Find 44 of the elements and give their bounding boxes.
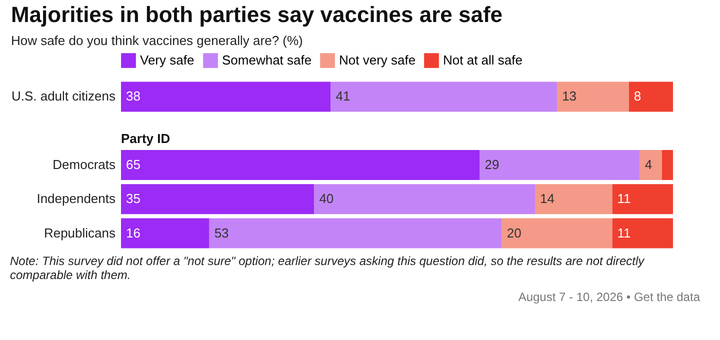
bar bbox=[209, 218, 502, 248]
bar bbox=[640, 150, 662, 180]
data-label: 16 bbox=[126, 225, 140, 240]
data-label: 40 bbox=[319, 191, 334, 206]
bar bbox=[314, 184, 535, 214]
data-label: 65 bbox=[126, 157, 140, 172]
y-tick-label: Independents bbox=[36, 191, 116, 206]
bar bbox=[612, 218, 673, 248]
bar bbox=[502, 218, 612, 248]
data-label: 11 bbox=[617, 191, 631, 206]
data-label: 53 bbox=[214, 225, 229, 240]
bar bbox=[121, 184, 314, 214]
text: Note: This survey did not offer a "not sure" option; earlier surveys asking this question did, so the results are not directly comparable with them. bbox=[10, 254, 646, 282]
chart-subtitle: How safe do you think vaccines generally are? (%) bbox=[10, 33, 303, 48]
data-label: 13 bbox=[562, 88, 577, 104]
bar bbox=[480, 150, 640, 180]
data-label: 14 bbox=[540, 191, 554, 206]
y-tick-label: Republicans bbox=[44, 225, 116, 240]
bar bbox=[557, 82, 629, 112]
legend-label: Not at all safe bbox=[443, 52, 522, 68]
y-tick-label: U.S. adult citizens bbox=[11, 88, 116, 104]
bar bbox=[662, 150, 673, 180]
data-label: 29 bbox=[484, 157, 500, 172]
bar bbox=[628, 82, 673, 112]
y-tick-label: Democrats bbox=[52, 157, 116, 172]
data-label: 20 bbox=[506, 225, 522, 240]
chart-title: Majorities in both parties say vaccines are safe bbox=[10, 2, 503, 27]
legend-label: Somewhat safe bbox=[222, 52, 312, 68]
data-label: 4 bbox=[644, 157, 652, 172]
legend-label: Not very safe bbox=[339, 52, 416, 68]
data-label: 8 bbox=[634, 88, 642, 104]
data-label: 11 bbox=[617, 225, 631, 240]
bar bbox=[121, 218, 210, 248]
bar bbox=[330, 82, 558, 112]
bar bbox=[121, 82, 331, 112]
data-label: 41 bbox=[336, 88, 350, 104]
text: August 7 - 10, 2026 • Get the data bbox=[517, 290, 700, 304]
data-label: 38 bbox=[126, 88, 140, 104]
legend-label: Very safe bbox=[140, 52, 194, 68]
bar bbox=[612, 184, 673, 214]
annotation: Party ID bbox=[121, 130, 170, 146]
data-label: 35 bbox=[126, 191, 140, 206]
bar bbox=[121, 150, 480, 180]
bar bbox=[535, 184, 612, 214]
